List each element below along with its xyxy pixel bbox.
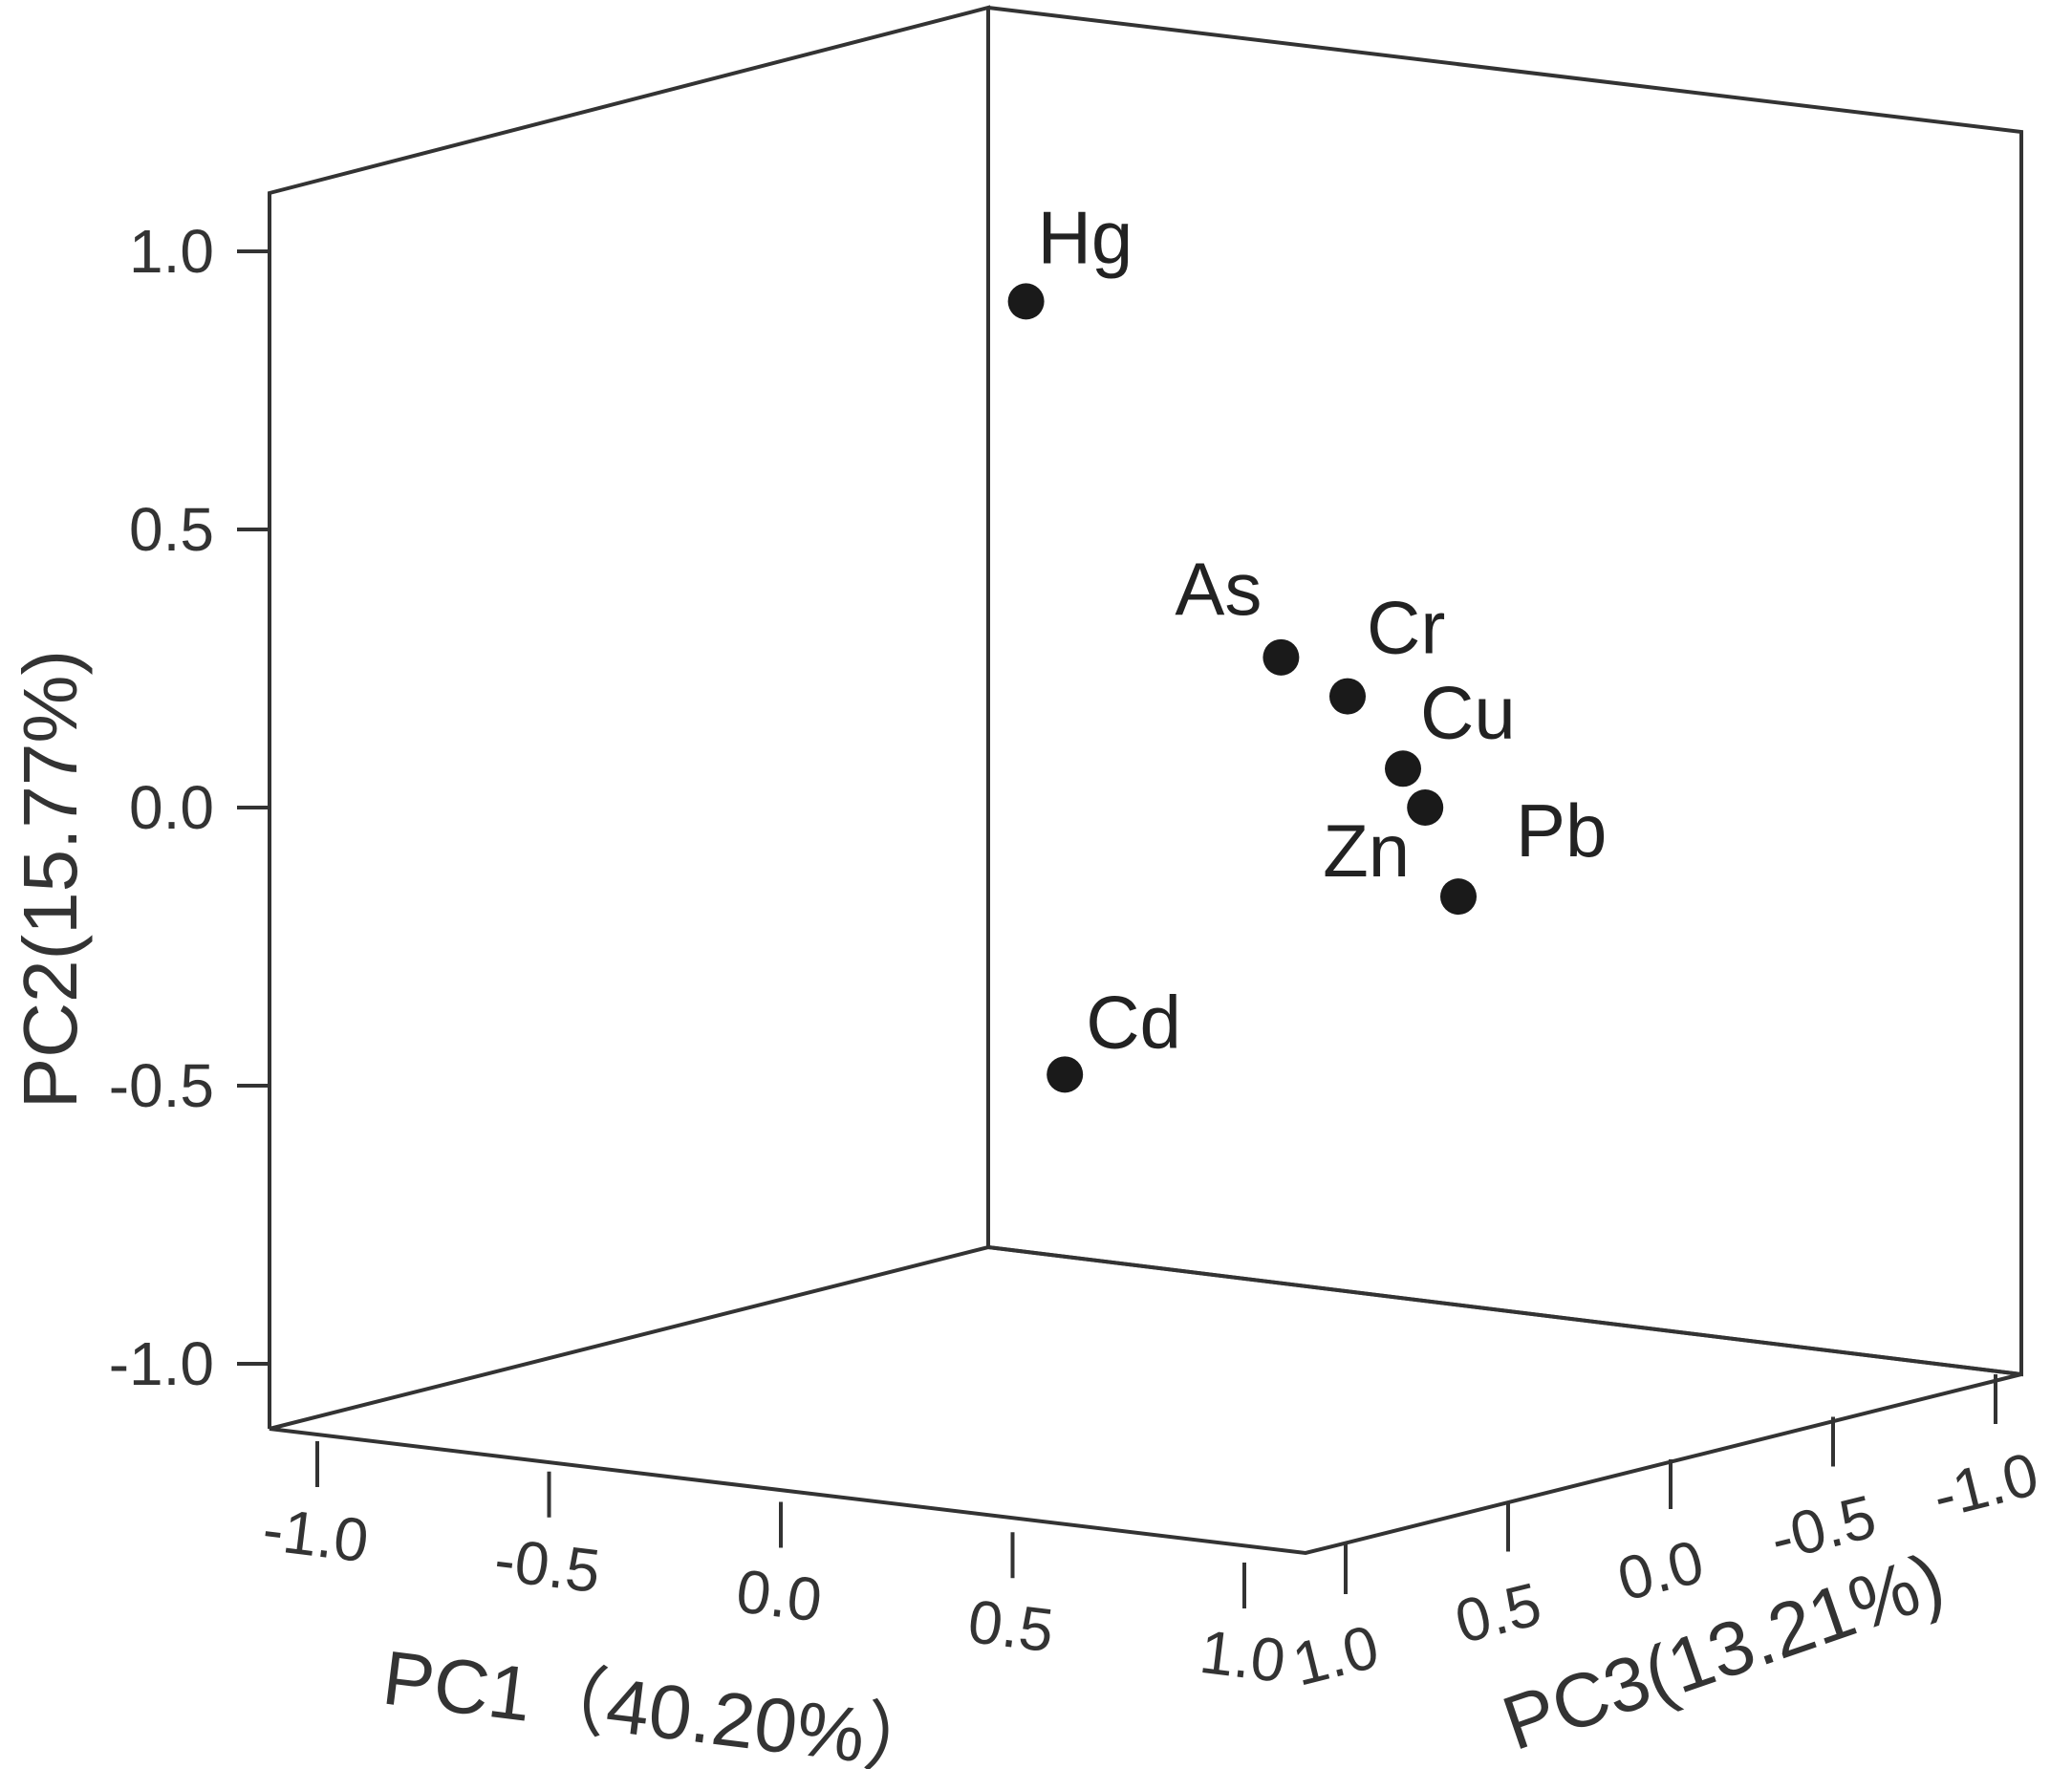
x-tick-label: 1.0 (1197, 1617, 1289, 1695)
y-tick-label: 1.0 (129, 217, 214, 286)
point-cu (1385, 750, 1421, 787)
x-tick-label: 0.5 (964, 1586, 1057, 1665)
axis-ticks (237, 249, 1997, 1608)
y-tick-label: 0.0 (129, 773, 214, 842)
point-pb (1440, 878, 1477, 916)
x-tick-label: 0.0 (733, 1556, 826, 1634)
point-label-cu: Cu (1420, 670, 1516, 754)
x-axis-title: PC1（40.20%） (378, 1635, 945, 1769)
point-as (1263, 638, 1300, 676)
z-axis-title: PC3(13.21%) (1493, 1537, 1954, 1767)
point-cd (1047, 1056, 1084, 1093)
point-zn (1407, 789, 1444, 826)
point-label-cd: Cd (1086, 980, 1181, 1064)
floor-edge (269, 1244, 2022, 1556)
z-tick-label: 0.0 (1611, 1526, 1711, 1613)
z-tick-label: 0.5 (1449, 1569, 1548, 1656)
data-points (1007, 283, 1477, 1093)
y-tick-label: -1.0 (109, 1329, 214, 1398)
y-tick-label: -0.5 (109, 1051, 214, 1120)
point-label-pb: Pb (1516, 788, 1607, 873)
z-tick-label: 1.0 (1286, 1611, 1386, 1698)
point-label-cr: Cr (1367, 586, 1445, 670)
point-label-hg: Hg (1038, 195, 1133, 279)
left-panel-edge (268, 5, 990, 1429)
y-axis-title: PC2(15.77%) (8, 650, 93, 1109)
axis-tick-labels: 1.00.50.0-0.5-1.0-1.0 -0.5 0.0 0.5 1.01.0 0.5… (109, 217, 2045, 1699)
x-tick-label: -1.0 (259, 1495, 372, 1576)
point-label-as: As (1175, 547, 1262, 631)
y-tick-label: 0.5 (129, 495, 214, 564)
point-hg (1007, 283, 1045, 320)
z-tick-label: -1.0 (1926, 1439, 2044, 1532)
box-frame (268, 5, 2023, 1556)
x-tick-label: -0.5 (491, 1524, 604, 1606)
point-cr (1329, 678, 1366, 715)
point-label-zn: Zn (1323, 809, 1410, 893)
